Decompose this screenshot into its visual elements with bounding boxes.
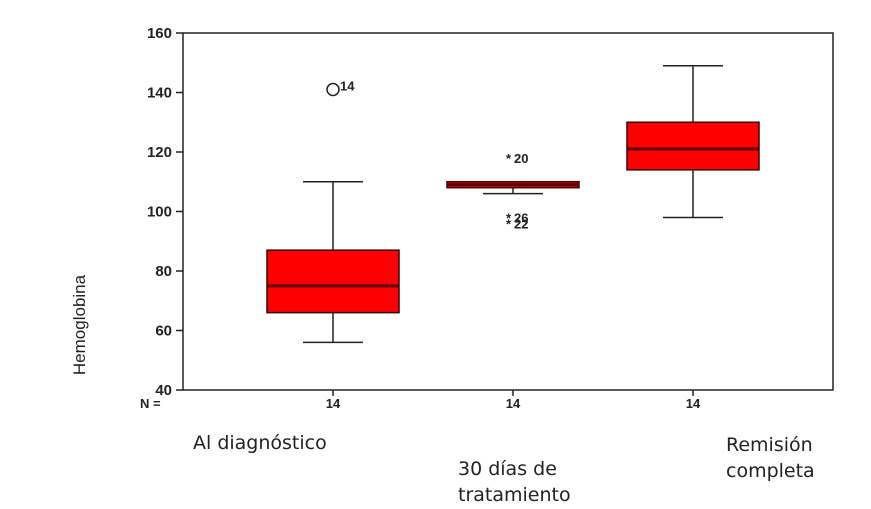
box-group-2 xyxy=(626,64,760,219)
n-count-label: 14 xyxy=(686,396,701,411)
y-tick-label: 40 xyxy=(155,382,172,399)
n-prefix-label: N = xyxy=(140,396,161,411)
outlier-label: 22 xyxy=(514,216,528,231)
category-label-line: 30 días de xyxy=(458,458,557,480)
y-tick-label: 60 xyxy=(155,323,172,340)
boxes: 14* 20* 26* 22 xyxy=(266,64,760,344)
category-label-30-dias: 30 días de tratamiento xyxy=(458,456,571,508)
category-label-line: Al diagnóstico xyxy=(193,432,327,454)
y-axis-label: Hemoglobina xyxy=(70,274,89,375)
category-label-line: tratamiento xyxy=(458,484,571,506)
y-tick-label: 160 xyxy=(147,25,172,42)
outlier-circle xyxy=(326,82,340,97)
outlier-label: 20 xyxy=(514,151,528,166)
n-count-label: 14 xyxy=(326,396,341,411)
box xyxy=(626,121,760,171)
outlier-label: 14 xyxy=(340,79,355,94)
outlier-star: * xyxy=(506,210,512,225)
category-label-line: Remisión xyxy=(726,434,813,456)
n-row: N = 14 14 14 xyxy=(140,390,701,411)
box-group-1: * 20* 26* 22 xyxy=(446,151,580,231)
y-tick-label: 120 xyxy=(147,144,172,161)
y-axis-title: Hemoglobina xyxy=(70,274,89,375)
category-label-al-diagnostico: Al diagnóstico xyxy=(193,430,327,456)
box-group-0: 14 xyxy=(266,79,400,344)
category-label-line: completa xyxy=(726,460,815,482)
y-axis: 40 60 80 100 120 140 160 xyxy=(147,25,183,399)
y-tick-label: 140 xyxy=(147,85,172,102)
y-tick-label: 80 xyxy=(155,263,172,280)
outlier-star: * xyxy=(506,216,512,231)
y-tick-label: 100 xyxy=(147,204,172,221)
box xyxy=(266,249,400,314)
n-count-label: 14 xyxy=(506,396,521,411)
outlier-star: * xyxy=(506,151,512,166)
category-label-remision-completa: Remisión completa xyxy=(726,432,815,484)
outlier-label: 26 xyxy=(514,210,528,225)
